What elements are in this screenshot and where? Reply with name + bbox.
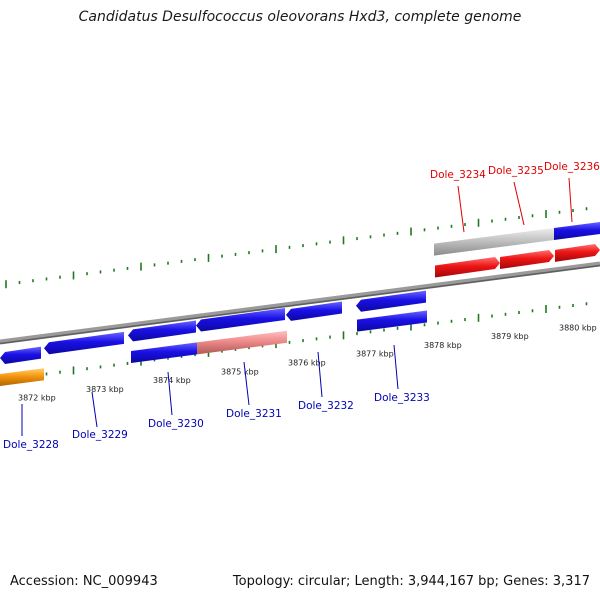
gene-shape-forward xyxy=(555,244,600,262)
gene-label-dole-3229[interactable]: Dole_3229 xyxy=(72,429,128,441)
gene-label-leader xyxy=(457,185,465,233)
scale-label: 3876 kbp xyxy=(288,359,326,368)
gene-shape-reverse xyxy=(0,368,44,386)
gene-label-dole-3234[interactable]: Dole_3234 xyxy=(430,169,486,181)
gene-shape-reverse xyxy=(286,301,342,321)
gene-shape-forward xyxy=(554,222,600,240)
scale-label: 3872 kbp xyxy=(18,394,56,403)
scale-label: 3880 kbp xyxy=(559,323,597,332)
gene-label-dole-3231[interactable]: Dole_3231 xyxy=(226,408,282,420)
scale-label: 3878 kbp xyxy=(424,341,462,350)
gene-label-dole-3236[interactable]: Dole_3236 xyxy=(544,161,600,173)
scale-label: 3877 kbp xyxy=(356,350,394,359)
genome-summary-text: Topology: circular; Length: 3,944,167 bp… xyxy=(232,574,590,589)
scale-label: 3874 kbp xyxy=(153,376,191,385)
gene-shape-reverse xyxy=(197,330,287,355)
gene-label-leader xyxy=(317,351,323,398)
gene-label-leader xyxy=(393,344,399,390)
gene-shape-reverse xyxy=(44,331,124,355)
gene-label-leader xyxy=(91,391,98,428)
gene-shape-forward xyxy=(435,257,500,278)
gene-shape-reverse xyxy=(196,307,285,332)
gene-shape-reverse xyxy=(356,290,426,312)
scale-label: 3873 kbp xyxy=(86,385,124,394)
gene-shape-forward xyxy=(434,227,555,256)
accession-text: Accession: NC_009943 xyxy=(10,574,158,589)
gene-shape-reverse xyxy=(357,310,427,332)
gene-label-leader xyxy=(243,361,250,406)
gene-label-leader xyxy=(513,181,525,226)
genome-backbone-shadow xyxy=(0,264,600,345)
gene-shape-reverse xyxy=(128,320,196,342)
scale-label: 3875 kbp xyxy=(221,367,259,376)
gene-label-dole-3235[interactable]: Dole_3235 xyxy=(488,165,544,177)
gene-shape-forward xyxy=(500,249,554,269)
gene-label-dole-3230[interactable]: Dole_3230 xyxy=(148,418,204,430)
gene-label-dole-3228[interactable]: Dole_3228 xyxy=(3,439,59,451)
gene-label-dole-3232[interactable]: Dole_3232 xyxy=(298,400,354,412)
genome-title: Candidatus Desulfococcus oleovorans Hxd3… xyxy=(78,9,522,25)
gene-label-leader xyxy=(167,371,173,416)
gene-shape-reverse xyxy=(131,342,197,363)
gene-shape-reverse xyxy=(0,346,41,364)
scale-label: 3879 kbp xyxy=(491,332,529,341)
genome-backbone xyxy=(0,261,600,345)
gene-label-leader xyxy=(568,177,573,223)
gene-label-dole-3233[interactable]: Dole_3233 xyxy=(374,392,430,404)
